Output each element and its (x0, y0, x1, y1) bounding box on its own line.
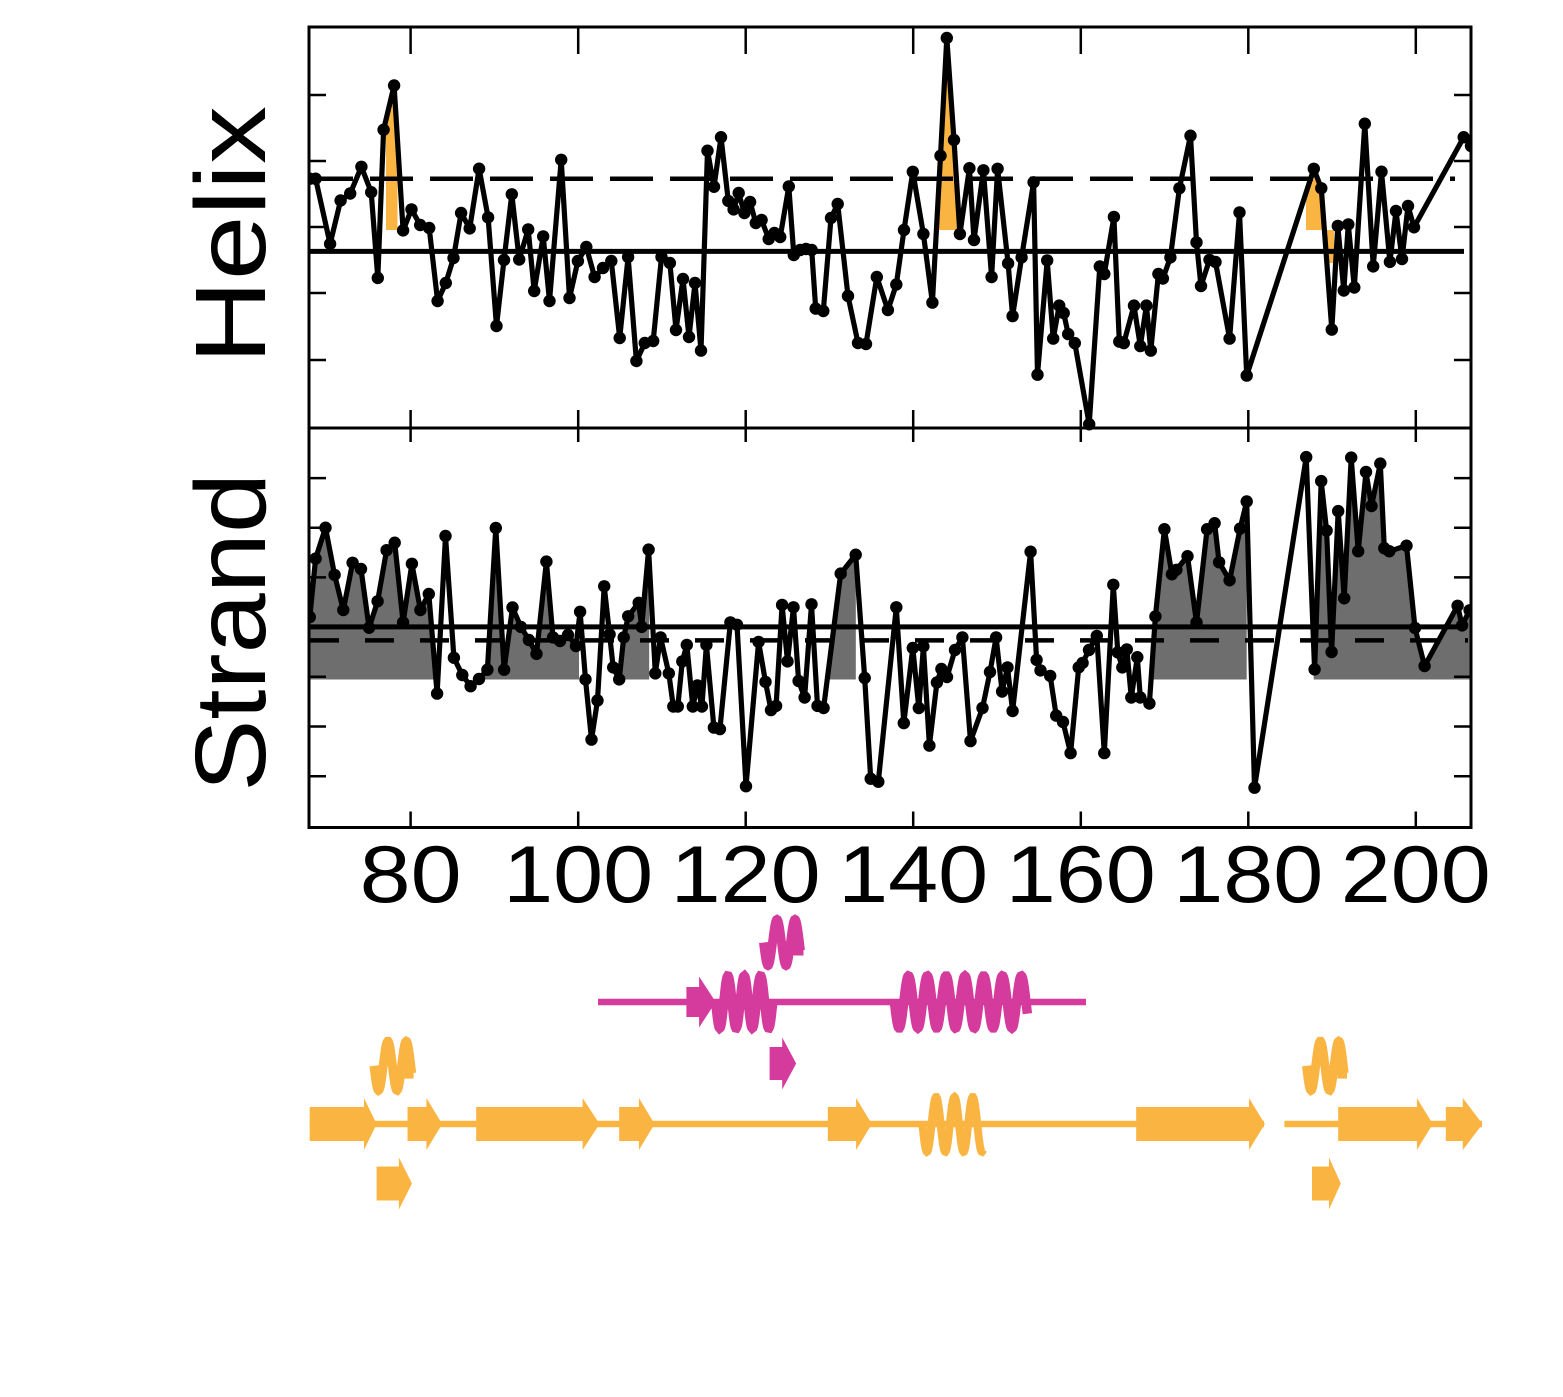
svg-text:Helix: Helix (175, 106, 287, 364)
svg-text:100: 100 (503, 830, 653, 920)
svg-text:120: 120 (671, 830, 821, 920)
svg-text:80: 80 (360, 830, 462, 920)
svg-text:Strand: Strand (175, 473, 287, 792)
svg-text:140: 140 (838, 830, 988, 920)
svg-text:180: 180 (1173, 830, 1323, 920)
svg-text:160: 160 (1006, 830, 1156, 920)
svg-text:200: 200 (1341, 830, 1491, 920)
